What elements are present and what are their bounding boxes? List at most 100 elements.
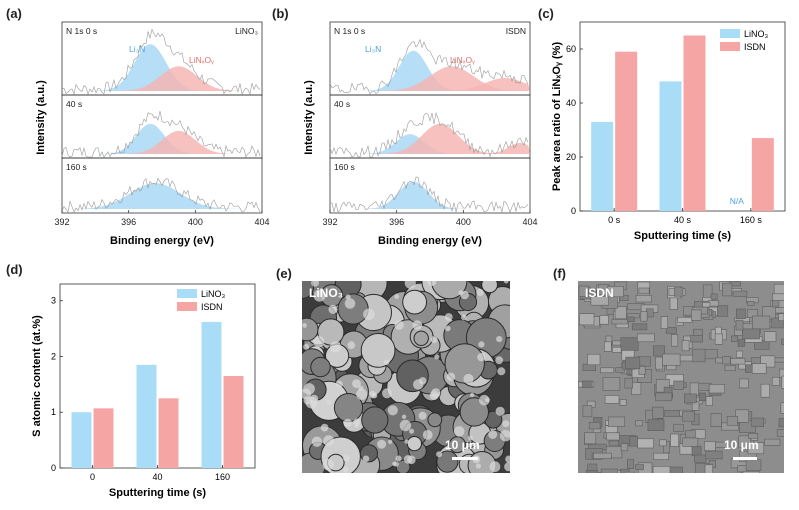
sem-f-flake [588, 422, 601, 430]
sem-f-flake [614, 306, 627, 320]
sem-e-highlight [422, 430, 433, 440]
sem-e-highlight [399, 419, 412, 432]
bar-chart-d: 0 1 2 3 0 40 160 LiNO₃ ISDN Sputtering time (s) S … [31, 283, 256, 499]
sem-f-flake [653, 345, 666, 357]
sem-e-highlight [345, 294, 351, 300]
ytick-label-1: 20 [566, 152, 576, 162]
sem-e-highlight [476, 288, 484, 297]
xtick-label-2: 400 [188, 217, 203, 227]
bar-chart-c: 0 20 40 60 0 s 40 s 160 s LiNO₃ ISDN Sputtering t… [551, 21, 786, 242]
sem-f-flake [764, 438, 781, 446]
sem-f-scale-bar [733, 457, 757, 460]
sem-e-highlight [387, 405, 398, 416]
panel-b-label: (b) [272, 6, 289, 21]
sem-f-flake [640, 311, 648, 322]
sem-f-flake [679, 354, 694, 362]
sem-f-flake [638, 287, 650, 294]
sem-f-flake [751, 363, 767, 374]
sem-f-flake [736, 350, 744, 358]
sem-f-flake [764, 331, 777, 342]
sem-f-flake [705, 450, 723, 460]
sem-f-flake [604, 395, 620, 404]
xtick-label-0: 0 [90, 472, 95, 482]
sem-e-scale-bar [452, 457, 478, 460]
sem-f-flake [582, 405, 593, 418]
sem-e-highlight [394, 294, 400, 299]
sem-e-grain [310, 356, 331, 378]
sem-f-flake [747, 301, 755, 306]
sem-f-flake [629, 436, 638, 447]
sem-e-highlight [393, 461, 399, 467]
sem-f-flake [778, 313, 784, 322]
sem-f-flake [635, 420, 643, 427]
corner-label: ISDN [506, 26, 526, 36]
sem-f-flake [652, 466, 671, 473]
sem-f-flake [780, 402, 784, 414]
sem-e-highlight [413, 379, 424, 390]
sem-e-highlight [418, 411, 427, 420]
x-axis-title: Binding energy (eV) [378, 235, 482, 247]
xtick-label-0: 392 [54, 217, 69, 227]
sem-e-highlight [313, 289, 326, 302]
sem-f-flake [638, 366, 646, 375]
sem-f-flake [631, 323, 648, 331]
ytick-label-3: 3 [51, 296, 56, 306]
panel-d-label: (d) [6, 262, 23, 277]
sem-e-highlight [371, 392, 378, 399]
bar-isdn-1 [683, 35, 706, 211]
sem-e-highlight [344, 298, 356, 309]
sem-e-highlight [460, 290, 469, 300]
panel-a-label: (a) [6, 6, 22, 21]
y-axis-title: Intensity (a.u.) [303, 80, 315, 155]
sem-e-highlight [461, 314, 467, 321]
sem-f-flake [660, 316, 668, 329]
sem-f-flake [710, 293, 718, 300]
sem-f-flake [611, 319, 628, 325]
subplot-0-spectrum [61, 28, 261, 96]
sem-e-grain [361, 406, 389, 434]
sem-e-highlight [488, 430, 498, 439]
sem-f-flake [702, 301, 711, 308]
x-axis-title: Sputtering time (s) [109, 487, 207, 499]
sem-f-flake [665, 327, 677, 334]
subplot-1-spectrum [61, 111, 261, 158]
sem-e-highlight [496, 336, 503, 343]
ytick-label-0: 0 [571, 206, 576, 216]
subplot-0-spectrum [329, 38, 529, 95]
sem-f-scale-label: 10 μm [724, 438, 759, 452]
sem-f-flake [673, 380, 685, 390]
sem-e-grain [427, 412, 443, 428]
subplot-0-peak1-label: Li₃N [129, 44, 145, 54]
sem-f-flake [739, 378, 749, 389]
sem-f-flake [673, 423, 684, 432]
sem-e-highlight [497, 367, 506, 376]
sem-f-flake [585, 470, 598, 473]
sem-f-flake [600, 468, 619, 473]
sem-f-flake [579, 313, 595, 326]
sem-e-highlight [505, 455, 510, 463]
sem-f-flake [677, 316, 693, 323]
sem-e-highlight [485, 397, 490, 403]
sem-f-flake [582, 380, 593, 388]
sem-f-flake [653, 452, 669, 460]
sem-e-highlight [302, 323, 307, 328]
sem-f-flake [690, 334, 703, 343]
sem-f-flake [619, 468, 630, 473]
bar-isdn-0 [93, 408, 114, 468]
subplot-2-spectrum [329, 176, 529, 214]
x-axis-title: Binding energy (eV) [110, 235, 214, 247]
sem-e-highlight [453, 426, 465, 437]
sem-e-highlight [504, 462, 510, 472]
sem-f-flake [600, 367, 615, 374]
sem-f-flake [682, 411, 695, 422]
sem-e-highlight [303, 343, 310, 350]
sem-f-flake [694, 454, 707, 463]
sem-f-flake [752, 315, 771, 330]
x-axis-title: Sputtering time (s) [634, 230, 732, 242]
sem-e-highlight [382, 388, 392, 399]
sem-f-flake [620, 443, 629, 452]
subplot-1-peak-2 [330, 143, 530, 154]
xtick-label-0: 0 s [608, 215, 621, 225]
ytick-label-2: 40 [566, 98, 576, 108]
sem-f-flake [773, 283, 784, 295]
